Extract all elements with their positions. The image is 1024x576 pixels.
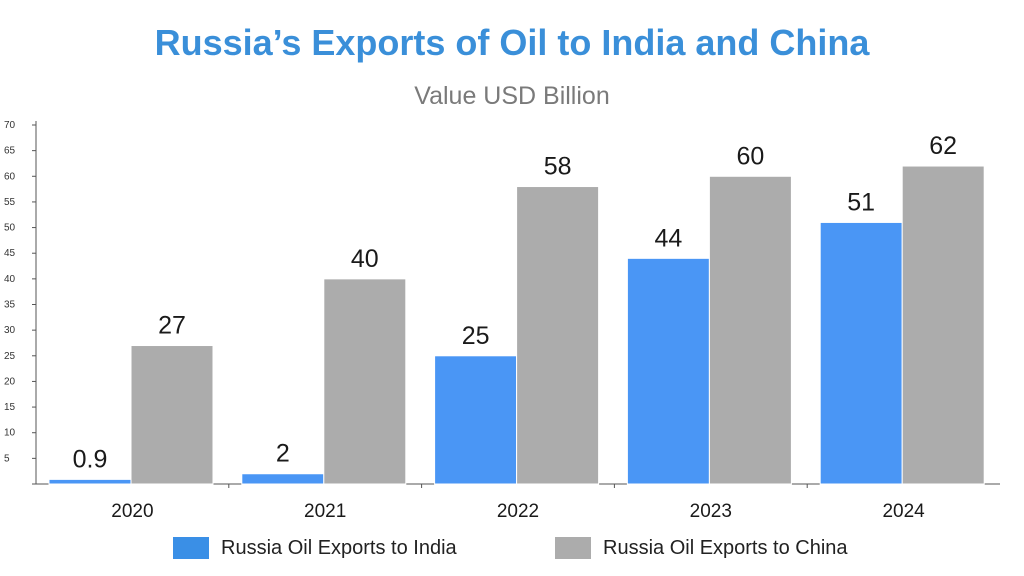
y-tick-label: 50 — [4, 223, 16, 234]
bar-china — [901, 165, 985, 485]
x-tick-label: 2024 — [882, 501, 925, 522]
y-tick-label: 15 — [4, 402, 16, 413]
bar-china — [130, 345, 214, 485]
y-tick-label: 60 — [4, 171, 16, 182]
y-tick-label: 5 — [4, 453, 10, 464]
x-tick-label: 2021 — [304, 501, 346, 522]
y-tick-label: 40 — [4, 274, 16, 285]
data-label-china: 62 — [929, 132, 957, 160]
x-tick-label: 2020 — [111, 501, 153, 522]
legend-label-india: Russia Oil Exports to India — [221, 536, 457, 559]
x-tick-label: 2023 — [690, 501, 732, 522]
bar-india — [819, 221, 903, 485]
x-tick-label: 2022 — [497, 501, 539, 522]
bar-china — [516, 186, 600, 485]
bar-india — [48, 478, 132, 485]
y-tick-label: 30 — [4, 325, 16, 336]
bar-india — [626, 257, 710, 485]
legend-label-china: Russia Oil Exports to China — [603, 536, 848, 559]
legend-swatch-china — [555, 537, 591, 559]
data-label-india: 25 — [462, 322, 490, 350]
bar-china — [708, 175, 792, 485]
bar-india — [241, 473, 325, 485]
legend-swatch-india — [173, 537, 209, 559]
data-label-china: 58 — [544, 153, 572, 181]
data-label-china: 27 — [158, 312, 186, 340]
bar-india — [434, 355, 518, 485]
data-label-india: 44 — [654, 224, 682, 252]
y-tick-label: 55 — [4, 197, 16, 208]
chart-subtitle: Value USD Billion — [414, 82, 610, 110]
legend-item-india: Russia Oil Exports to India — [173, 535, 457, 561]
y-tick-label: 20 — [4, 376, 16, 387]
data-label-india: 51 — [847, 188, 875, 216]
y-tick-label: 25 — [4, 351, 16, 362]
y-tick-label: 45 — [4, 248, 16, 259]
data-label-china: 60 — [736, 142, 764, 170]
legend-item-china: Russia Oil Exports to China — [555, 535, 848, 561]
data-label-china: 40 — [351, 245, 379, 273]
legend: Russia Oil Exports to India Russia Oil E… — [0, 535, 1024, 565]
data-label-india: 2 — [276, 440, 290, 468]
chart-title: Russia’s Exports of Oil to India and Chi… — [154, 22, 870, 63]
y-tick-label: 35 — [4, 300, 16, 311]
y-tick-label: 10 — [4, 428, 16, 439]
y-tick-label: 70 — [4, 120, 16, 131]
y-tick-label: 65 — [4, 146, 16, 157]
bar-china — [323, 278, 407, 485]
data-label-india: 0.9 — [73, 445, 108, 473]
